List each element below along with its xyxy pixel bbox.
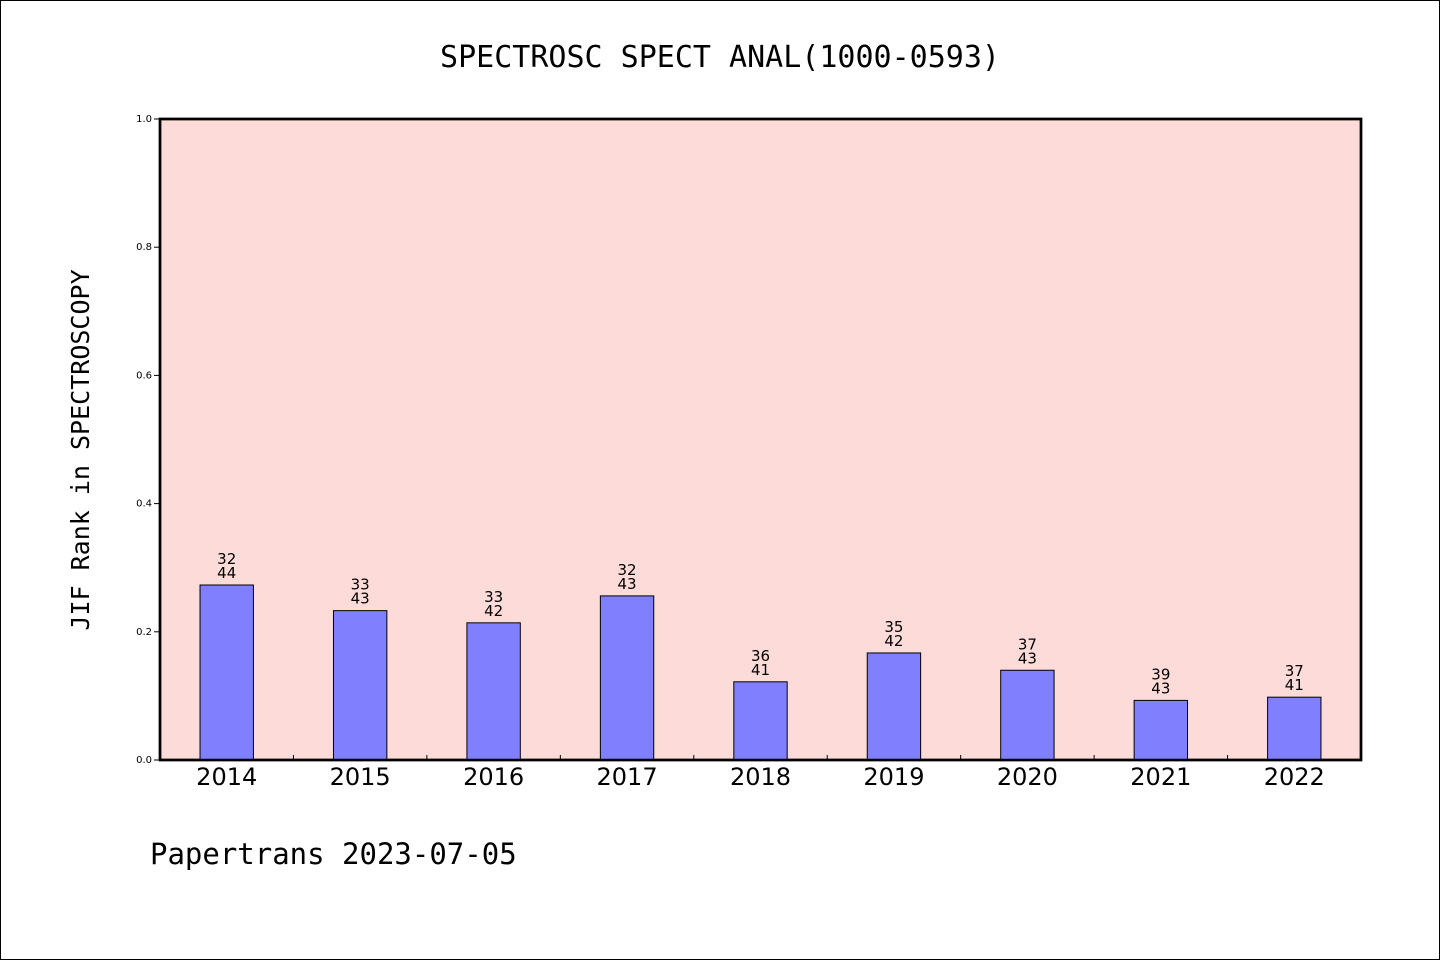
y-axis: 0.0 0.2 0.4 0.6 0.8 1.0 [136,114,160,766]
bar-rank-label: 33 [351,576,370,594]
x-tick-label: 2021 [1130,763,1191,791]
plot-border [158,117,1363,762]
y-tick-label: 0.4 [136,499,152,510]
bar [733,681,788,761]
bar [599,595,655,761]
bar [332,610,388,761]
footer-credit: Papertrans 2023-07-05 [150,837,517,871]
bar-total-label: 43 [1018,649,1037,667]
bar [866,652,922,761]
y-tick-label: 0.8 [136,242,152,253]
bar-total-label: 42 [484,602,503,620]
y-tick-label: 0.0 [136,755,152,766]
bar-rank-label: 32 [618,561,637,579]
x-tick-label: 2016 [463,763,524,791]
x-tick-label: 2019 [863,763,924,791]
x-tick-label: 2014 [196,763,257,791]
bar-rank-label: 36 [751,647,770,665]
bar-rank-label: 32 [217,550,236,568]
bar-total-label: 42 [884,632,903,650]
bar-rank-label: 37 [1018,635,1037,653]
y-tick-label: 1.0 [136,114,152,125]
chart-title: SPECTROSC SPECT ANAL(1000-0593) [440,40,1000,75]
bar-total-label: 41 [751,661,770,679]
bar-total-label: 43 [618,575,637,593]
bar-rank-label: 35 [884,618,903,636]
bar [199,584,254,761]
bar-rank-label: 37 [1285,662,1304,680]
bar-total-label: 44 [217,564,236,582]
x-tick-label: 2020 [997,763,1058,791]
x-tick-label: 2022 [1264,763,1325,791]
bar-rank-label: 39 [1151,665,1170,683]
x-tick-label: 2017 [597,763,658,791]
x-tick-label: 2015 [330,763,391,791]
x-tick-label: 2018 [730,763,791,791]
y-tick-label: 0.2 [136,627,152,638]
x-axis: 2014 2015 2016 2017 2018 2019 2020 2021 2022 [196,755,1325,791]
bar-total-label: 43 [1151,679,1170,697]
bar-rank-label: 33 [484,588,503,606]
y-axis-label: JIF Rank in SPECTROSCOPY [66,269,95,630]
bar-total-label: 43 [351,590,370,608]
bar [466,622,521,761]
bar-total-label: 41 [1285,676,1304,694]
bar [1267,696,1322,761]
bar [1000,669,1055,761]
bar [1133,699,1189,761]
y-tick-label: 0.6 [136,370,152,381]
